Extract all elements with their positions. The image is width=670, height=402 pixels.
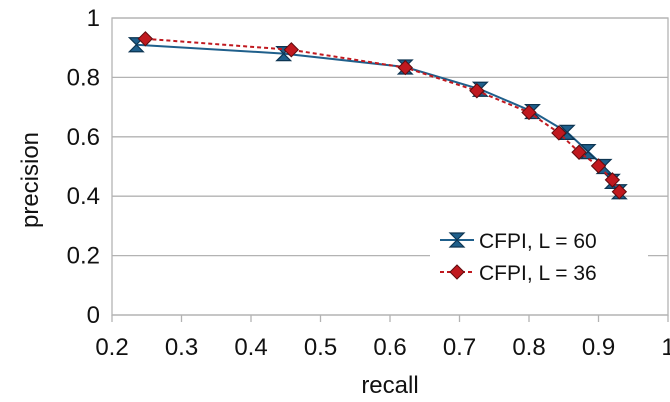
- data-point-marker: [469, 83, 485, 99]
- data-point-marker: [283, 42, 300, 58]
- series-l36: [137, 31, 628, 200]
- x-tick-label: 0.8: [512, 334, 545, 361]
- legend-item: CFPI, L = 60: [440, 230, 597, 253]
- legend: CFPI, L = 60 CFPI, L = 36: [430, 222, 648, 290]
- data-point-marker: [127, 37, 145, 53]
- series-line: [136, 43, 621, 193]
- x-tick-label: 1: [661, 334, 670, 361]
- legend-label: CFPI, L = 60: [479, 230, 597, 253]
- x-tick-label: 0.5: [304, 334, 337, 361]
- x-tick-label: 0.4: [234, 334, 267, 361]
- series-l60: [127, 37, 628, 200]
- y-tick-label: 1: [87, 5, 100, 32]
- x-tick-label: 0.6: [373, 334, 406, 361]
- x-tick-label: 0.7: [443, 334, 476, 361]
- legend-background: [430, 222, 648, 290]
- data-point-marker: [604, 172, 621, 188]
- legend-marker: [448, 232, 466, 248]
- series-group: [127, 31, 628, 200]
- legend-item: CFPI, L = 36: [440, 262, 597, 285]
- axes: 0 0.2 0.4 0.6 0.8 1 0.2 0.3 0.4 0.5 0.6 0.7 0.8 0.9 1: [67, 5, 670, 361]
- x-axis-title: recall: [361, 372, 418, 399]
- legend-label: CFPI, L = 36: [479, 262, 597, 285]
- data-point-marker: [397, 59, 413, 76]
- legend-marker: [449, 264, 465, 280]
- x-tick-label: 0.9: [582, 334, 615, 361]
- data-point-marker: [571, 144, 587, 160]
- y-tick-label: 0.8: [67, 64, 100, 91]
- x-tick-label: 0.2: [95, 334, 128, 361]
- y-tick-label: 0.2: [67, 243, 100, 270]
- data-point-marker: [137, 31, 154, 47]
- data-point-marker: [611, 184, 628, 200]
- y-tick-label: 0: [87, 302, 100, 329]
- data-point-marker: [521, 104, 537, 121]
- x-tick-label: 0.3: [165, 334, 198, 361]
- data-point-marker: [590, 158, 607, 174]
- data-point-marker: [558, 124, 576, 140]
- y-axis-title: precision: [17, 132, 44, 228]
- data-point-marker: [551, 125, 567, 141]
- series-line: [145, 37, 621, 193]
- y-tick-label: 0.4: [67, 183, 100, 210]
- y-tick-label: 0.6: [67, 124, 100, 151]
